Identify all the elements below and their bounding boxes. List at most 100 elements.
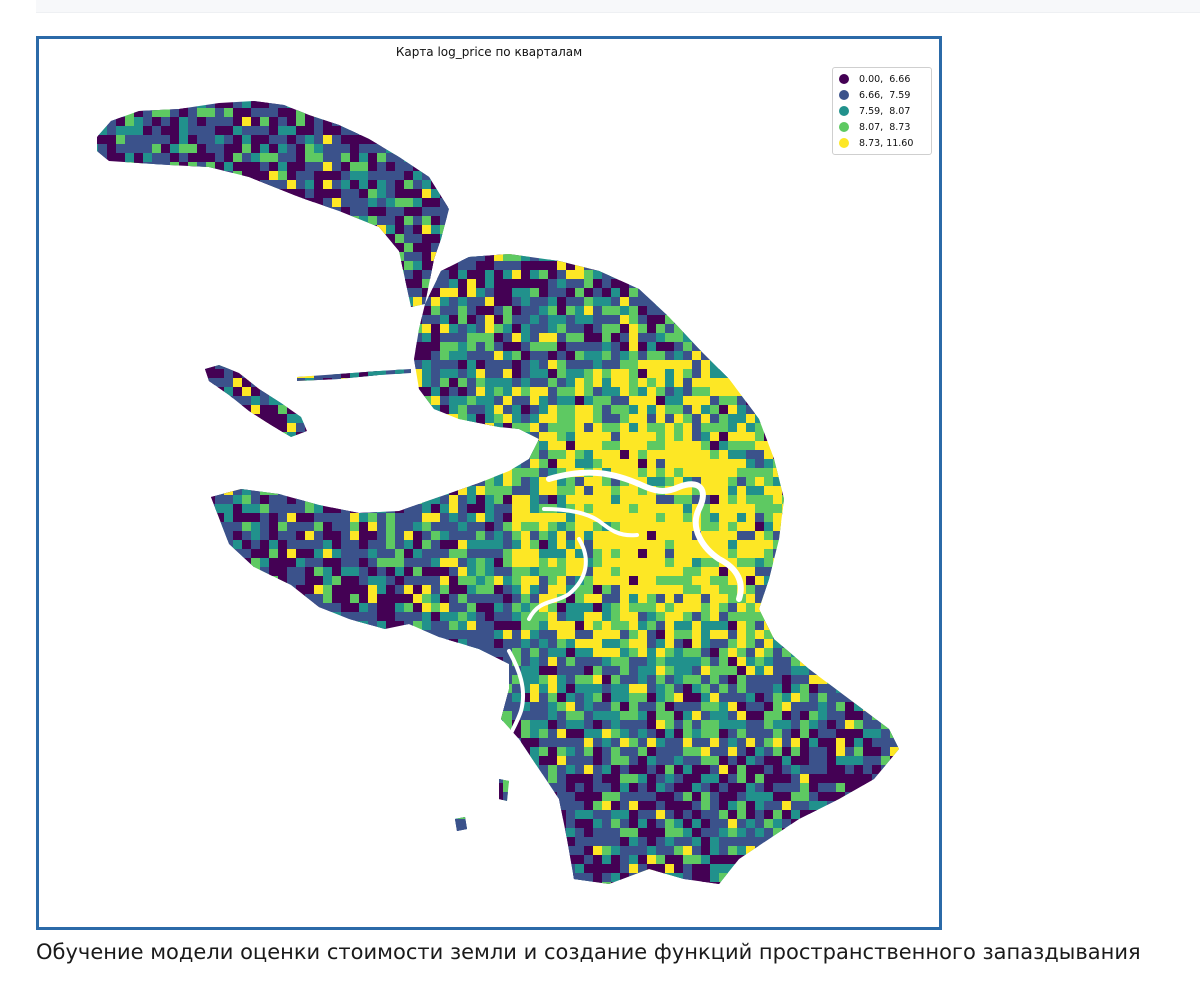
map-cell xyxy=(179,270,197,279)
map-cell xyxy=(188,351,197,369)
map-cell xyxy=(908,441,926,459)
map-cell xyxy=(764,450,773,459)
map-cell xyxy=(566,108,584,117)
map-cell xyxy=(152,135,161,144)
map-cell xyxy=(431,207,440,216)
map-cell xyxy=(98,504,116,522)
map-cell xyxy=(701,468,710,477)
map-cell xyxy=(170,405,188,414)
map-cell xyxy=(224,333,242,351)
map-cell xyxy=(782,441,791,459)
map-cell xyxy=(809,459,818,468)
map-cell xyxy=(98,270,107,279)
map-cell xyxy=(881,324,890,333)
map-cell xyxy=(404,378,413,396)
map-cell xyxy=(881,198,890,207)
map-cell xyxy=(809,279,827,297)
map-cell xyxy=(332,540,341,549)
map-cell xyxy=(116,459,134,477)
map-cell xyxy=(800,324,818,342)
map-cell xyxy=(152,387,170,396)
map-cell xyxy=(440,101,458,108)
map-cell xyxy=(97,270,98,288)
map-cell xyxy=(323,234,341,243)
map-cell xyxy=(152,306,170,315)
map-cell xyxy=(809,450,818,459)
map-cell xyxy=(512,144,521,162)
map-cell xyxy=(224,234,233,243)
map-cell xyxy=(791,351,809,369)
map-cell xyxy=(719,126,737,144)
map-cell xyxy=(386,531,395,540)
map-cell xyxy=(278,396,287,405)
map-cell xyxy=(215,297,233,315)
map-cell xyxy=(818,486,836,495)
map-cell xyxy=(188,198,197,216)
map-cell xyxy=(107,270,116,279)
map-cell xyxy=(440,171,458,180)
map-cell xyxy=(719,468,728,477)
map-cell xyxy=(98,522,116,531)
map-cell xyxy=(836,270,854,279)
map-cell xyxy=(557,162,575,180)
map-cell xyxy=(170,333,179,342)
map-cell xyxy=(98,396,116,414)
map-cell xyxy=(305,234,314,243)
map-cell xyxy=(404,486,422,495)
map-cell xyxy=(386,504,395,513)
map-cell xyxy=(449,135,467,153)
map-cell xyxy=(881,369,899,387)
map-cell xyxy=(332,405,350,423)
map-cell xyxy=(719,504,728,513)
map-cell xyxy=(188,468,206,486)
map-cell xyxy=(818,360,836,378)
map-cell xyxy=(476,468,485,477)
map-cell xyxy=(665,126,683,144)
map-cell xyxy=(800,486,818,504)
map-cell xyxy=(116,387,134,396)
map-cell xyxy=(917,234,935,243)
map-cell xyxy=(881,450,890,468)
map-cell xyxy=(125,243,134,252)
map-cell xyxy=(350,459,359,477)
map-cell xyxy=(161,324,170,333)
map-cell xyxy=(854,198,863,216)
map-cell xyxy=(125,558,134,567)
map-cell xyxy=(773,162,782,171)
map-cell xyxy=(278,468,296,486)
map-cell xyxy=(854,261,872,279)
map-cell xyxy=(116,216,125,234)
map-cell xyxy=(251,216,269,225)
map-cell xyxy=(215,101,224,108)
map-cell xyxy=(791,378,800,387)
map-cell xyxy=(755,216,773,225)
map-cell xyxy=(485,450,494,468)
map-cell xyxy=(908,468,917,486)
map-cell xyxy=(458,198,476,207)
map-cell xyxy=(323,351,341,360)
map-cell xyxy=(773,540,782,549)
map-cell xyxy=(413,306,422,315)
map-cell xyxy=(719,279,737,297)
map-cell xyxy=(107,324,116,342)
map-cell xyxy=(548,162,566,180)
map-cell xyxy=(134,513,143,531)
map-cell xyxy=(854,549,863,558)
map-cell xyxy=(296,306,305,315)
map-cell xyxy=(566,234,584,243)
map-cell xyxy=(611,198,620,207)
map-cell xyxy=(188,495,197,504)
map-cell xyxy=(467,432,476,450)
map-cell xyxy=(665,162,674,180)
map-cell xyxy=(899,540,917,549)
map-cell xyxy=(458,101,476,108)
map-cell xyxy=(125,486,143,495)
map-cell xyxy=(260,432,269,450)
map-cell xyxy=(602,279,611,288)
map-cell xyxy=(719,333,728,342)
map-cell xyxy=(485,531,494,540)
map-cell xyxy=(620,306,629,315)
map-cell xyxy=(908,324,926,342)
map-cell xyxy=(107,486,125,504)
map-cell xyxy=(521,279,530,288)
